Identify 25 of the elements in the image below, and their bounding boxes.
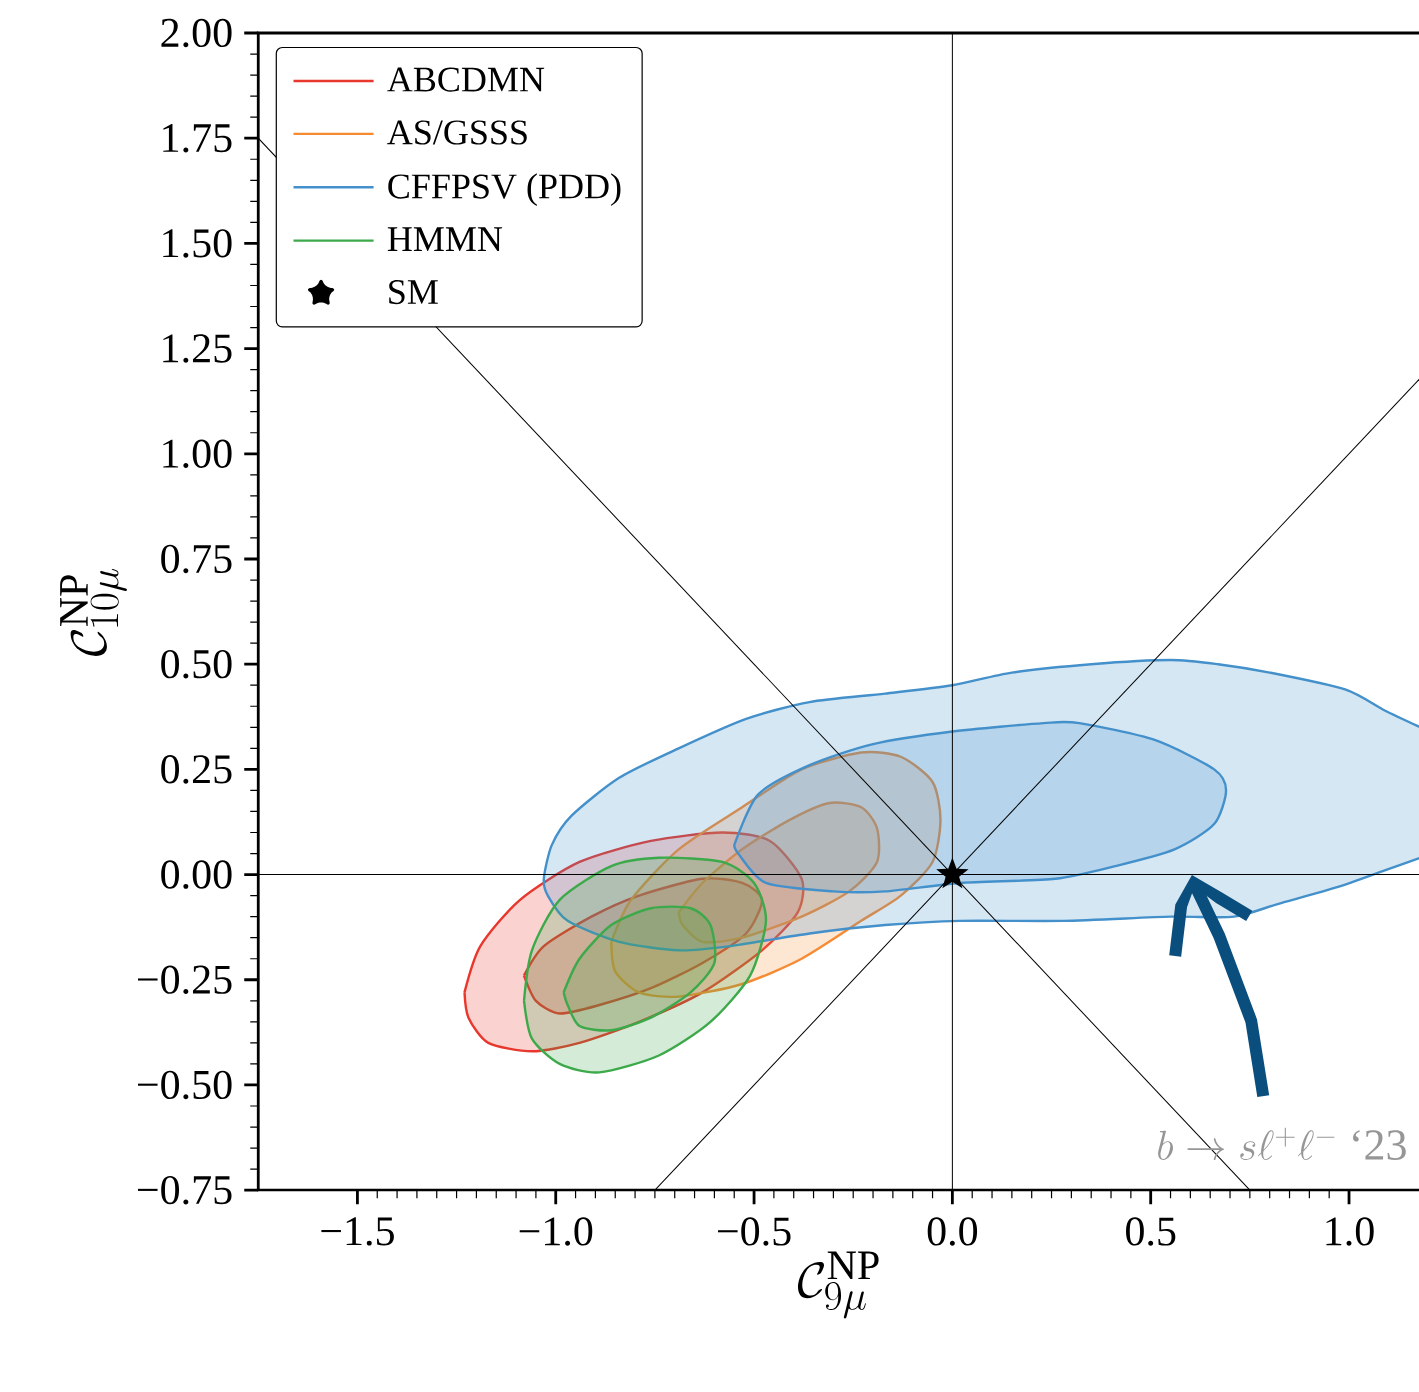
y-tick-label: 0.75 xyxy=(161,544,232,574)
x-tick-label: −1.5 xyxy=(321,1217,394,1246)
y-tick-label: 1.50 xyxy=(163,228,232,258)
y-tick-label: −0.25 xyxy=(137,965,232,994)
legend-label: CFFPSV (PDD) xyxy=(388,173,621,206)
y-tick-label: −0.50 xyxy=(137,1070,232,1100)
x-axis-title: $\mathcal{C}_{9\mu}^{\mathrm{NP}}$ xyxy=(797,1251,879,1319)
y-tick-label: 0.25 xyxy=(161,754,232,784)
x-tick-label: 0.0 xyxy=(927,1217,978,1246)
x-tick-label: −0.5 xyxy=(718,1217,791,1246)
y-tick-label: −0.75 xyxy=(137,1175,232,1205)
legend-label: AS/GSSS xyxy=(387,120,527,145)
y-tick-label: 1.25 xyxy=(163,334,232,363)
legend-label: ABCDMN xyxy=(387,67,545,92)
legend-label: HMMN xyxy=(387,227,503,251)
x-tick-label: 1.0 xyxy=(1326,1217,1374,1246)
y-tick-label: 0.50 xyxy=(161,649,232,679)
y-tick-label: 1.00 xyxy=(163,439,232,468)
legend-label: SM xyxy=(389,279,438,304)
y-tick-label: 2.00 xyxy=(161,18,232,48)
x-tick-label: 0.5 xyxy=(1126,1217,1176,1246)
y-tick-label: 1.75 xyxy=(163,123,232,153)
y-axis-title: $\mathcal{C}_{10\mu}^{\mathrm{NP}}$ xyxy=(60,568,127,656)
x-tick-label: −1.0 xyxy=(519,1217,593,1246)
y-tick-label: 0.00 xyxy=(161,860,232,889)
